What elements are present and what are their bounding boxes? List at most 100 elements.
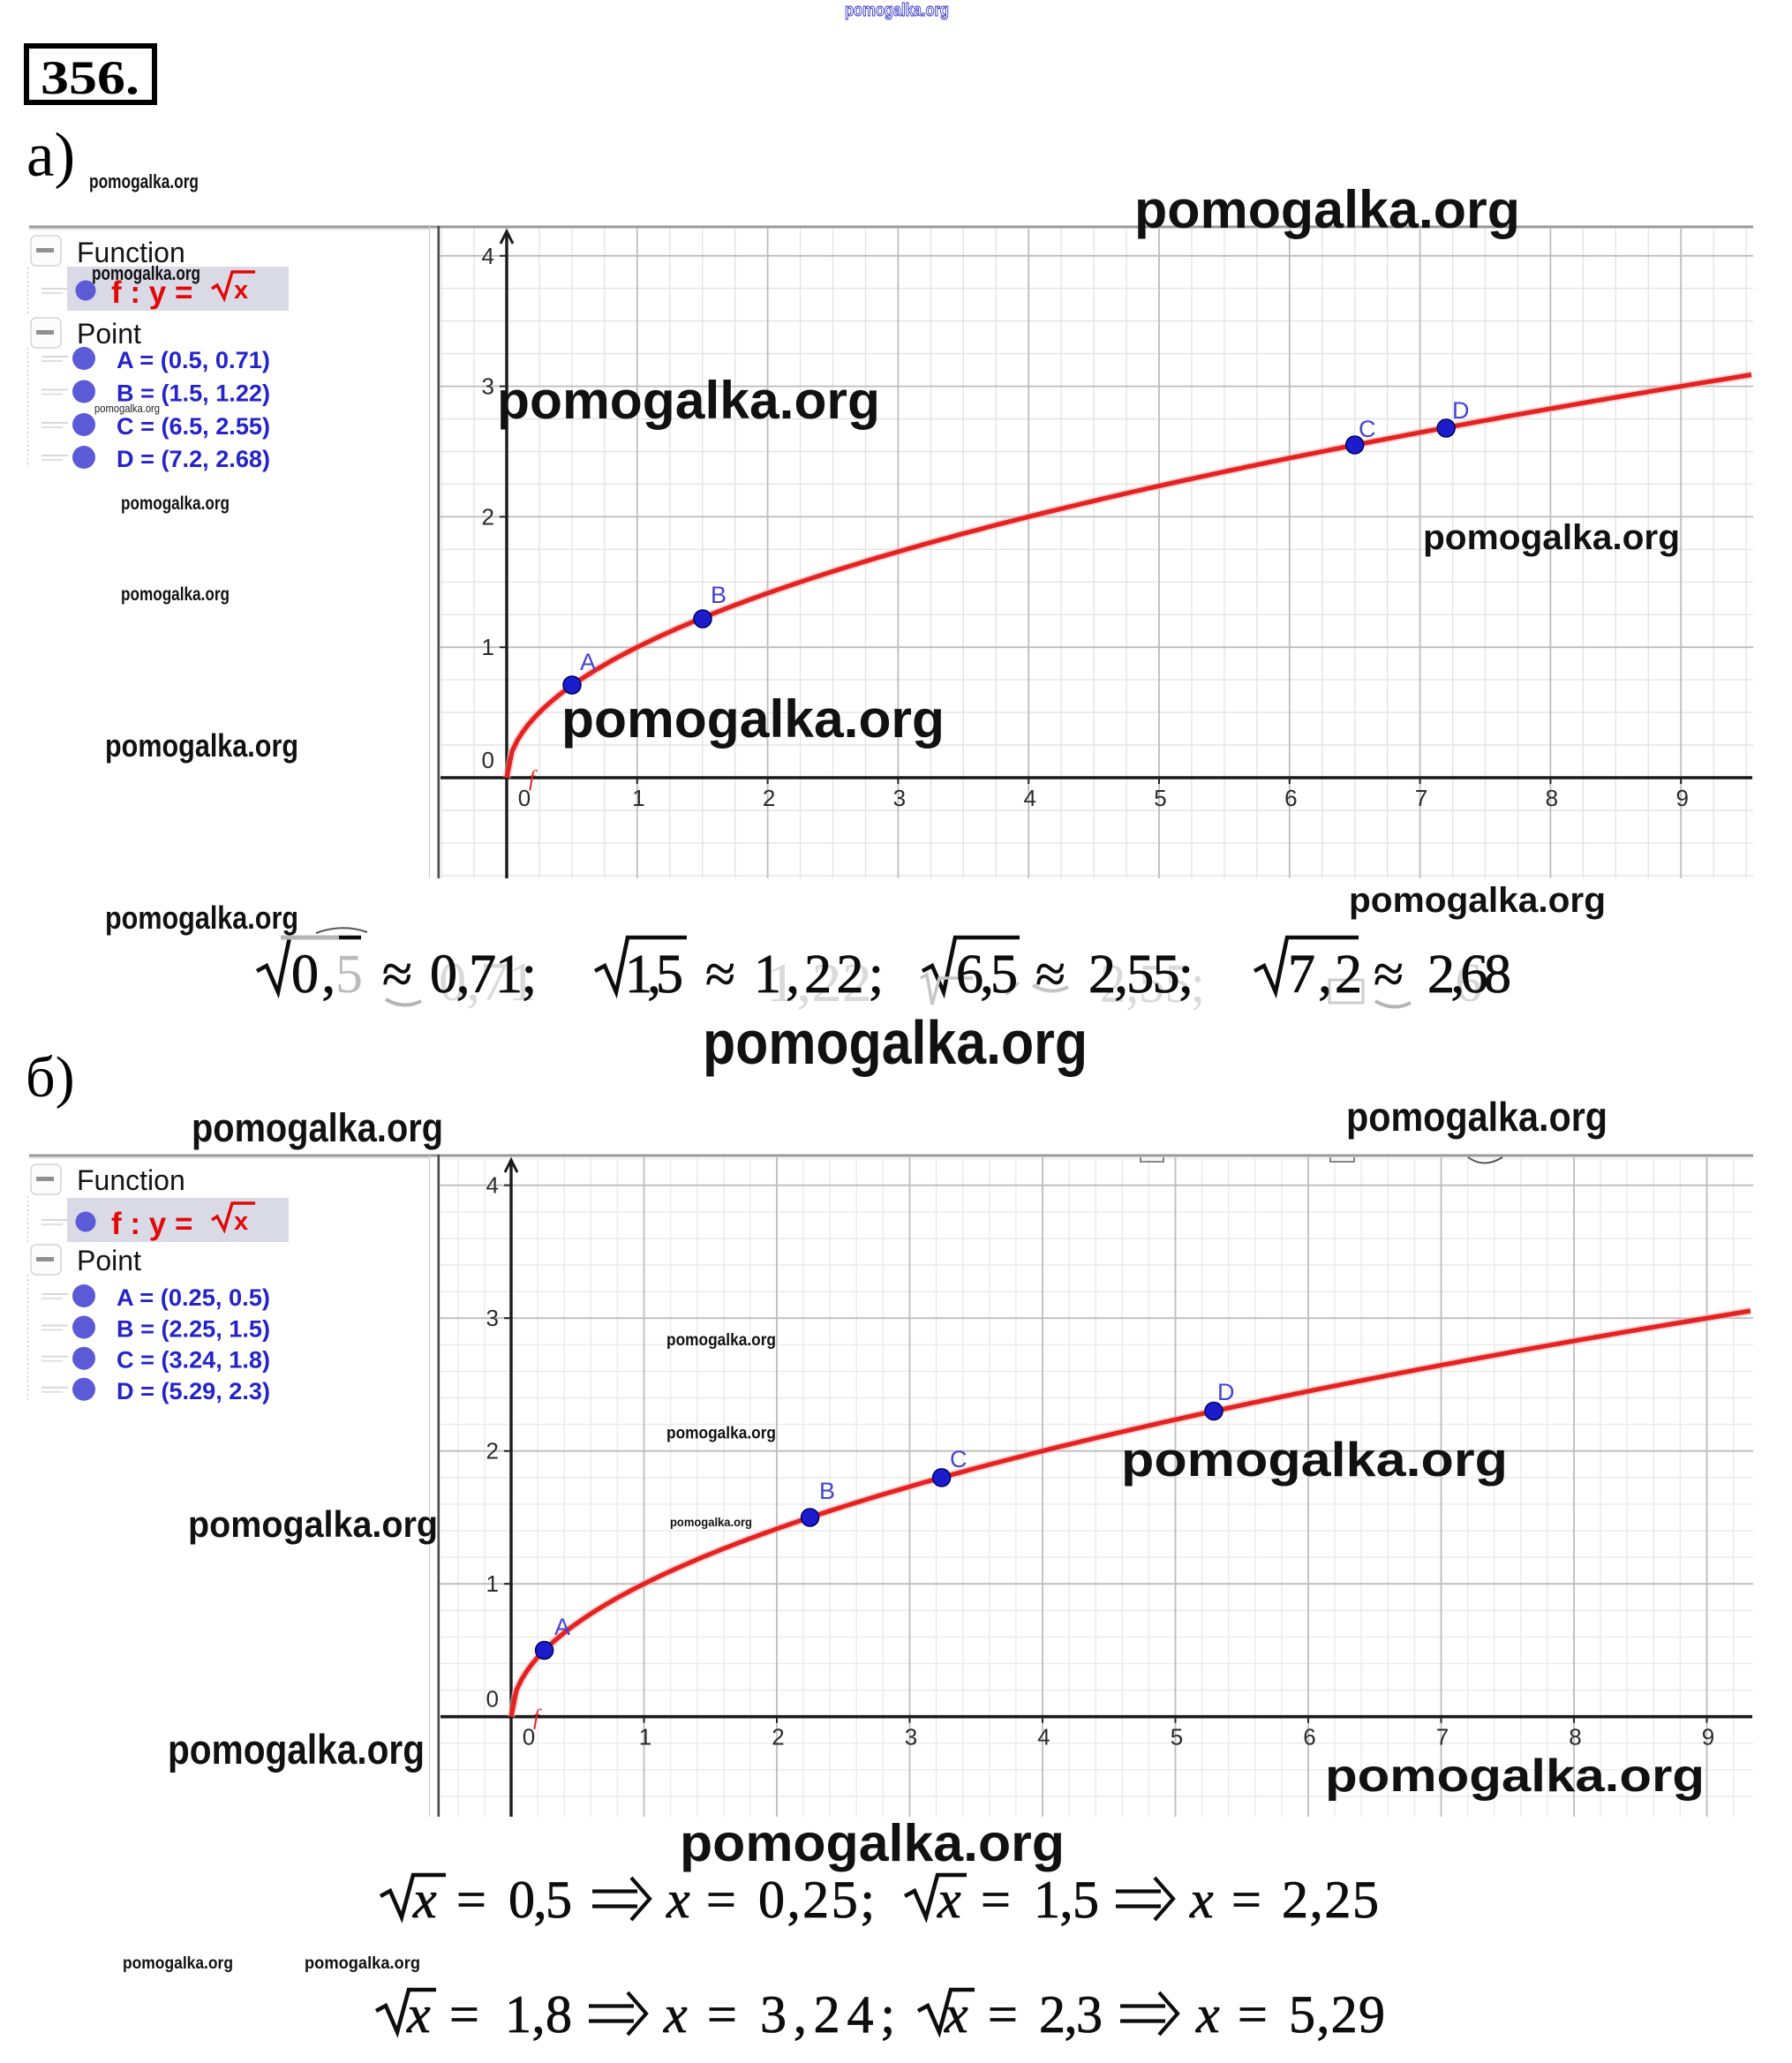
svg-text:x: x: [234, 1208, 248, 1236]
svg-text:A: A: [580, 649, 596, 675]
svg-text:pomogalka.org: pomogalka.org: [105, 900, 298, 936]
svg-text:pomogalka.org: pomogalka.org: [670, 1515, 752, 1529]
svg-text:2,3: 2,3: [1039, 1985, 1103, 2044]
svg-text:0: 0: [486, 1686, 499, 1713]
svg-text:0: 0: [482, 747, 494, 773]
svg-text:pomogalka.org: pomogalka.org: [168, 1726, 425, 1773]
svg-text:pomogalka.org: pomogalka.org: [561, 689, 945, 749]
svg-text:=: =: [1238, 1985, 1268, 2044]
svg-text:0: 0: [518, 785, 531, 811]
svg-text:4: 4: [482, 243, 494, 269]
svg-text:Point: Point: [77, 318, 141, 350]
svg-text:а): а): [26, 121, 75, 190]
svg-text:2: 2: [763, 785, 775, 811]
svg-text:pomogalka.org: pomogalka.org: [1346, 1094, 1608, 1140]
svg-text:pomogalka.org: pomogalka.org: [1349, 881, 1606, 920]
svg-text:5: 5: [1154, 785, 1166, 811]
svg-text:pomogalka.org: pomogalka.org: [305, 1954, 420, 1973]
svg-text:pomogalka.org: pomogalka.org: [1134, 180, 1520, 239]
svg-text:1,22;: 1,22;: [754, 945, 884, 1005]
svg-text:B = (2.25, 1.5): B = (2.25, 1.5): [117, 1316, 270, 1343]
svg-text:pomogalka.org: pomogalka.org: [188, 1503, 438, 1545]
svg-text:0,5: 0,5: [508, 1871, 572, 1929]
svg-text:pomogalka.org: pomogalka.org: [845, 1, 949, 20]
svg-text:6,5: 6,5: [956, 945, 1018, 1005]
svg-text:x: x: [666, 1871, 690, 1929]
svg-text:pomogalka.org: pomogalka.org: [192, 1105, 443, 1150]
svg-text:=: =: [981, 1871, 1011, 1929]
svg-text:pomogalka.org: pomogalka.org: [123, 1954, 233, 1973]
svg-text:x: x: [412, 1871, 437, 1929]
svg-text:1,5: 1,5: [1034, 1871, 1099, 1929]
svg-text:0,71: 0,71: [439, 952, 536, 1013]
svg-text:2,68: 2,68: [1427, 945, 1511, 1005]
svg-text:C: C: [1359, 416, 1376, 442]
svg-text:3,24;: 3,24;: [760, 1985, 895, 2044]
svg-text:0,: 0,: [291, 945, 335, 1005]
svg-text:3: 3: [482, 373, 494, 400]
svg-text:9: 9: [1675, 785, 1688, 811]
svg-text:=: =: [706, 1871, 736, 1929]
svg-text:pomogalka.org: pomogalka.org: [680, 1814, 1065, 1872]
svg-text:A: A: [554, 1614, 570, 1640]
svg-text:f : y =: f : y =: [111, 275, 192, 310]
svg-text:1: 1: [482, 634, 494, 660]
svg-text:x: x: [663, 1985, 688, 2044]
svg-text:D: D: [1217, 1379, 1235, 1405]
svg-text:2: 2: [486, 1438, 499, 1464]
svg-text:3: 3: [905, 1724, 917, 1751]
svg-text:C = (6.5, 2.55): C = (6.5, 2.55): [117, 413, 270, 440]
svg-text:x: x: [937, 1871, 961, 1929]
svg-text:2,25: 2,25: [1282, 1871, 1379, 1929]
svg-text:C: C: [950, 1446, 968, 1472]
svg-text:C = (3.24, 1.8): C = (3.24, 1.8): [117, 1347, 270, 1374]
svg-text:2,55;: 2,55;: [1088, 945, 1193, 1005]
svg-text:pomogalka.org: pomogalka.org: [703, 1008, 1088, 1077]
svg-text:3: 3: [893, 785, 906, 811]
svg-text:4: 4: [486, 1172, 499, 1199]
svg-text:D = (5.29, 2.3): D = (5.29, 2.3): [117, 1378, 270, 1404]
svg-text:2: 2: [482, 503, 494, 530]
svg-text:1: 1: [632, 785, 644, 811]
svg-text:7,2: 7,2: [1288, 945, 1362, 1005]
svg-text:A = (0.5, 0.71): A = (0.5, 0.71): [117, 347, 270, 373]
svg-text:4: 4: [1023, 785, 1035, 811]
svg-text:pomogalka.org: pomogalka.org: [89, 170, 199, 192]
svg-text:0: 0: [523, 1724, 535, 1751]
svg-text:x: x: [1195, 1985, 1220, 2044]
svg-text:pomogalka.org: pomogalka.org: [1325, 1751, 1705, 1802]
svg-text:x: x: [1189, 1871, 1214, 1929]
svg-text:f : y =: f : y =: [111, 1207, 192, 1241]
svg-text:B: B: [819, 1478, 835, 1504]
svg-text:f: f: [533, 1706, 542, 1730]
svg-text:3: 3: [486, 1305, 499, 1331]
svg-text:x: x: [234, 276, 248, 305]
svg-text:8: 8: [1569, 1724, 1581, 1751]
svg-text:7: 7: [1415, 785, 1427, 811]
svg-text:2,55;: 2,55;: [1100, 954, 1205, 1014]
svg-text:f: f: [529, 767, 538, 791]
svg-text:pomogalka.org: pomogalka.org: [666, 1425, 776, 1443]
svg-text:pomogalka.org: pomogalka.org: [94, 402, 160, 415]
svg-text:B = (1.5, 1.22): B = (1.5, 1.22): [117, 380, 270, 407]
svg-text:≈: ≈: [1035, 945, 1065, 1005]
svg-text:7: 7: [1436, 1724, 1449, 1751]
svg-text:=: =: [456, 1871, 486, 1929]
svg-text:=: =: [707, 1985, 737, 2044]
svg-text:pomogalka.org: pomogalka.org: [666, 1331, 776, 1350]
svg-text:0,71;: 0,71;: [430, 945, 537, 1005]
svg-text:pomogalka.org: pomogalka.org: [92, 262, 200, 284]
svg-text:pomogalka.org: pomogalka.org: [105, 727, 298, 764]
svg-text:4: 4: [1037, 1724, 1050, 1751]
svg-text:8: 8: [1546, 785, 1558, 811]
svg-text:6: 6: [1455, 953, 1482, 1013]
svg-text:356.: 356.: [41, 51, 139, 104]
svg-text:A = (0.25, 0.5): A = (0.25, 0.5): [117, 1284, 270, 1311]
svg-text:6: 6: [1303, 1724, 1315, 1751]
svg-text:1,8: 1,8: [505, 1985, 572, 2044]
svg-text:9: 9: [1702, 1724, 1714, 1751]
svg-text:pomogalka.org: pomogalka.org: [497, 371, 880, 430]
svg-text:1: 1: [639, 1724, 651, 1751]
svg-text:5: 5: [335, 945, 363, 1005]
svg-text:5: 5: [1171, 1724, 1183, 1751]
